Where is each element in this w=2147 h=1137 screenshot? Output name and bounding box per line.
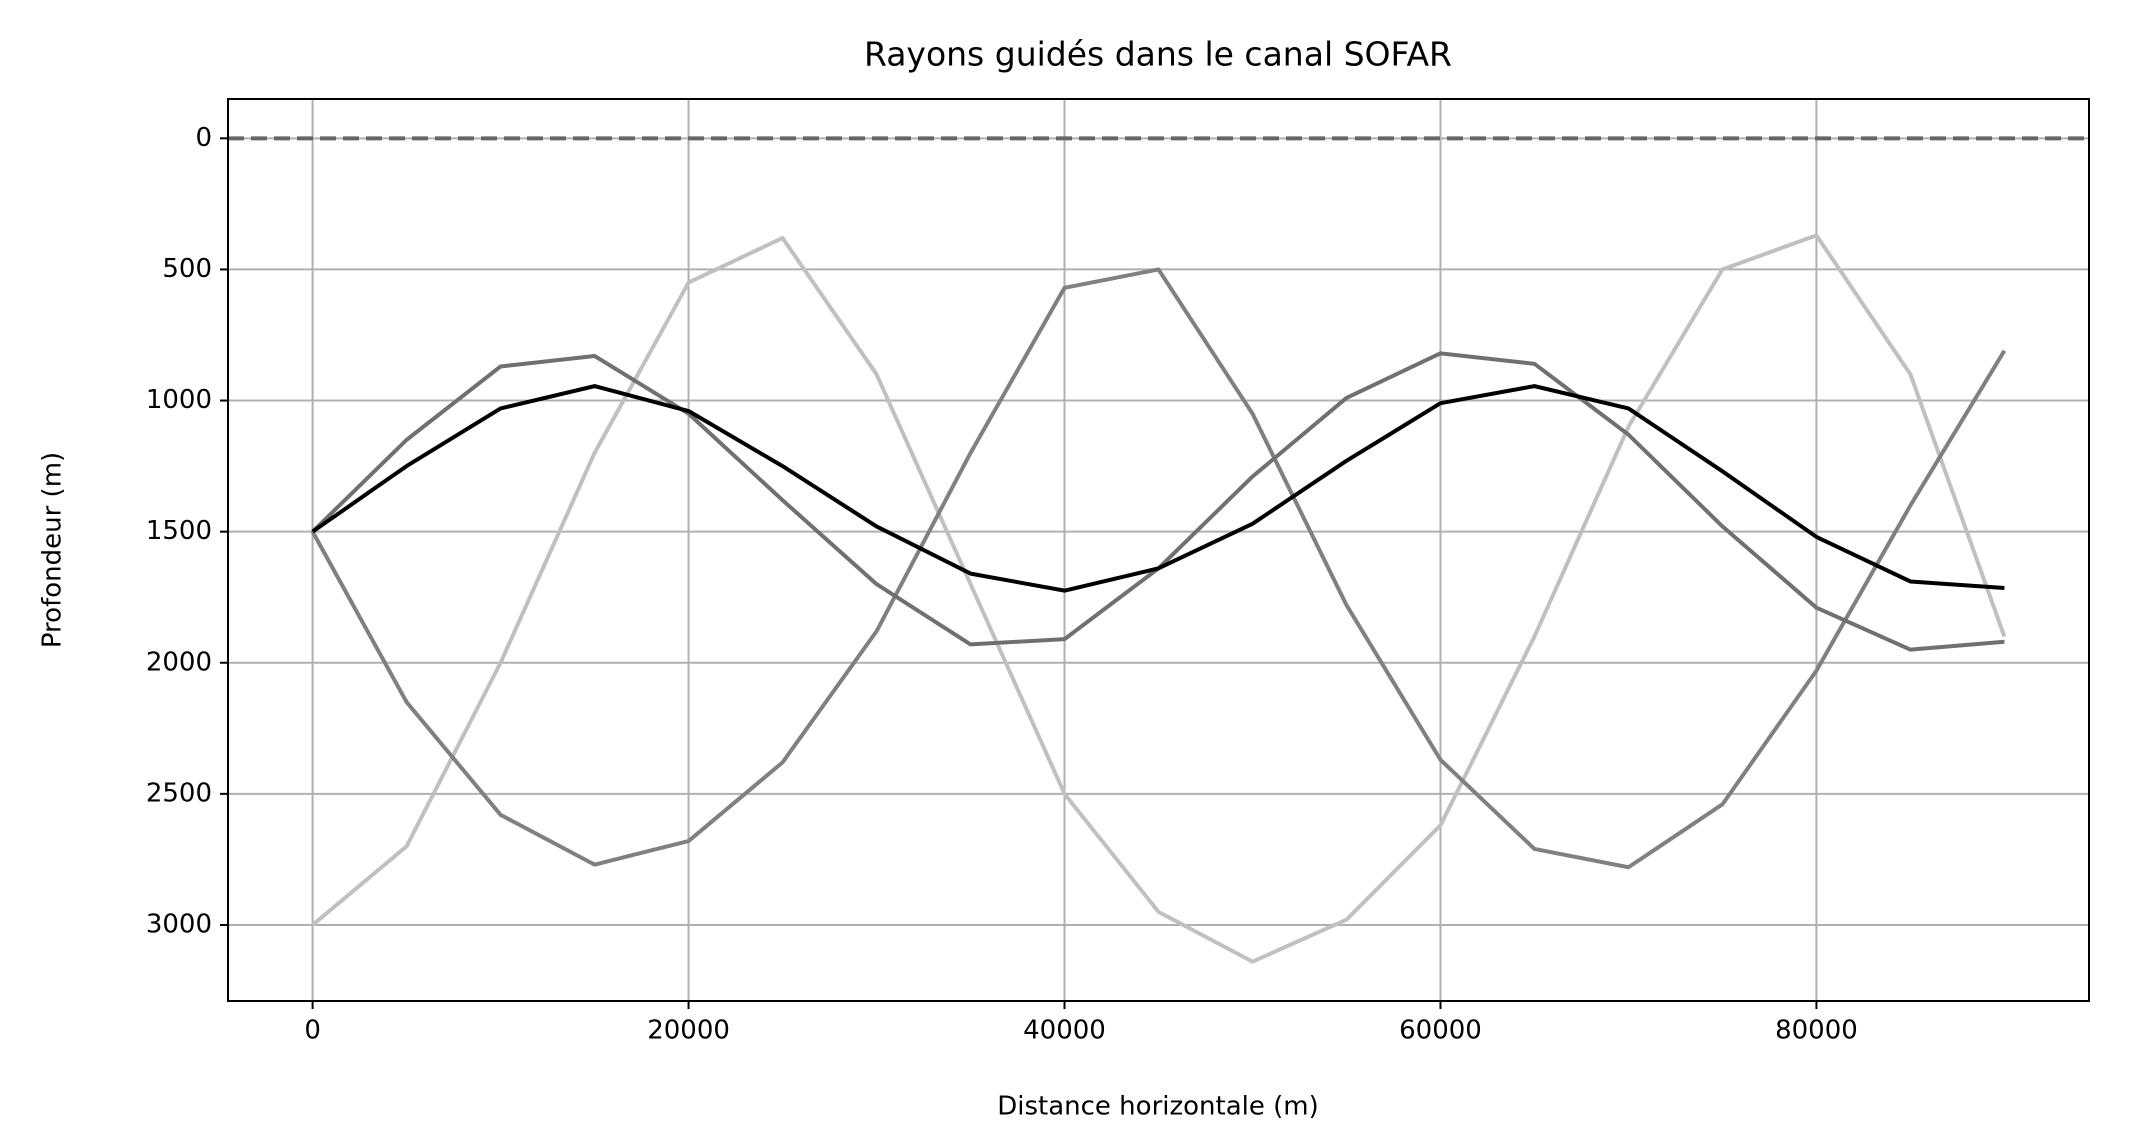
ray-line — [311, 351, 2005, 652]
y-tick-label: 1500 — [146, 516, 212, 546]
x-tick-label: 20000 — [647, 1016, 730, 1046]
x-axis-label: Distance horizontale (m) — [997, 1092, 1319, 1122]
y-tick-label: 2000 — [146, 647, 212, 677]
y-tick-label: 3000 — [146, 909, 212, 939]
y-tick-label: 1000 — [146, 385, 212, 415]
x-tick-label: 40000 — [1023, 1016, 1106, 1046]
x-tick-label: 60000 — [1399, 1016, 1482, 1046]
y-axis-label: Profondeur (m) — [38, 452, 68, 648]
x-tick-label: 0 — [304, 1016, 321, 1046]
chart-title: Rayons guidés dans le canal SOFAR — [864, 35, 1452, 74]
ray-line — [311, 384, 2005, 593]
ray-line — [311, 233, 2007, 964]
y-tick-label: 0 — [195, 123, 212, 153]
y-tick-label: 2500 — [146, 778, 212, 808]
x-tick-label: 80000 — [1775, 1016, 1858, 1046]
plot-frame — [227, 98, 2090, 1002]
ray-line — [310, 267, 2007, 870]
y-tick-label: 500 — [162, 254, 212, 284]
